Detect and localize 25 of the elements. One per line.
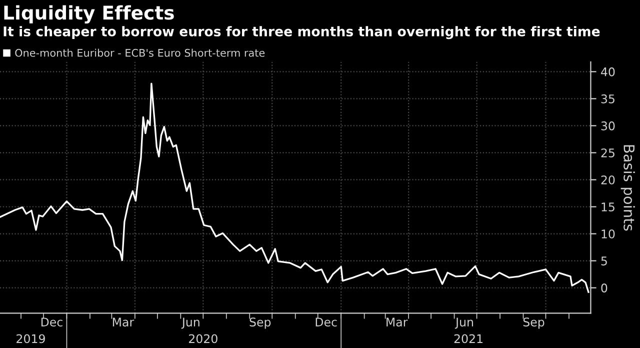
y-tick-label: 35 bbox=[601, 94, 614, 104]
x2-tick-label: 2020 bbox=[188, 334, 218, 344]
x-tick-label: Mar bbox=[112, 318, 134, 327]
x-tick-label: Dec bbox=[316, 318, 337, 327]
y-tick-label: 20 bbox=[601, 175, 615, 184]
y-tick-label: 25 bbox=[601, 148, 614, 158]
y-tick-label: 10 bbox=[602, 229, 615, 238]
y-tick-label: 15 bbox=[602, 202, 614, 212]
line-series bbox=[0, 82, 590, 293]
x-tick-label: Jun bbox=[181, 318, 200, 329]
x-tick-label: Dec bbox=[41, 318, 62, 327]
x2-tick-label: 2019 bbox=[16, 334, 45, 344]
x2-tick-label: 2021 bbox=[454, 334, 482, 344]
x-tick-label: Mar bbox=[386, 318, 408, 327]
legend-label: One-month Euribor - ECB's Euro Short-term rate bbox=[15, 48, 265, 57]
y-tick-label: 5 bbox=[601, 256, 607, 266]
y-axis-title: Basis points bbox=[620, 145, 635, 231]
y-tick-label: 0 bbox=[601, 284, 608, 292]
x-tick-label: Jun bbox=[454, 318, 473, 329]
y-tick-label: 40 bbox=[601, 67, 615, 76]
x-tick-label: Sep bbox=[250, 318, 271, 329]
x-tick-label: Sep bbox=[523, 318, 544, 329]
chart-title: Liquidity Effects bbox=[4, 5, 174, 24]
chart-subtitle: It is cheaper to borrow euros for three months than overnight for the first time bbox=[4, 26, 600, 40]
y-tick-label: 30 bbox=[601, 121, 615, 130]
